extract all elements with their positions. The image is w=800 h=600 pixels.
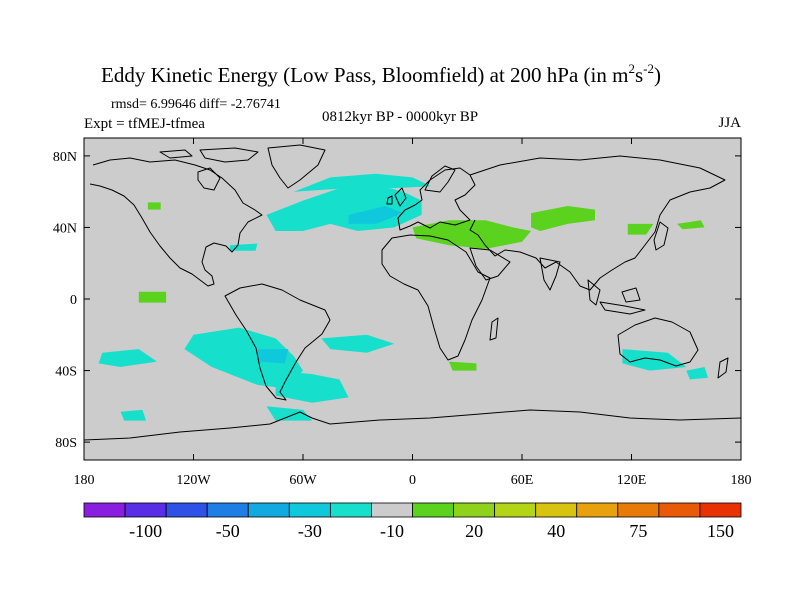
x-tick-label-6: 180 bbox=[731, 473, 752, 488]
coastline-south-america bbox=[224, 283, 331, 401]
season-label: JJA bbox=[718, 115, 741, 131]
colorbar-swatch-12 bbox=[576, 502, 619, 518]
x-tick-label-5: 120E bbox=[617, 473, 647, 488]
anomaly-region-4 bbox=[98, 349, 157, 367]
colorbar-swatch-2 bbox=[165, 502, 208, 518]
coastline-scandinavia bbox=[424, 165, 456, 193]
coastline-africa bbox=[381, 234, 491, 361]
deep-anomaly-region-1 bbox=[348, 206, 404, 224]
colorbar-swatch-7 bbox=[371, 502, 413, 518]
coastline-arabia bbox=[469, 247, 511, 281]
colorbar-swatch-8 bbox=[412, 502, 454, 518]
coastline-greenland bbox=[267, 144, 326, 189]
anomaly-region-8 bbox=[230, 243, 258, 251]
colorbar-label-7: 150 bbox=[707, 521, 734, 541]
coastlines bbox=[84, 144, 741, 441]
x-tick-label-4: 60E bbox=[511, 473, 534, 488]
x-tick-label-3: 0 bbox=[409, 473, 416, 488]
colorbar-label-1: -50 bbox=[216, 521, 240, 541]
deep-anomaly-region-0 bbox=[257, 349, 289, 364]
anomaly-region-17 bbox=[147, 202, 161, 210]
colorbar-swatch-4 bbox=[247, 502, 290, 518]
colorbar-swatch-3 bbox=[206, 502, 249, 518]
chart-title-mid: s bbox=[635, 63, 643, 87]
colorbar-swatch-15 bbox=[699, 502, 742, 518]
colorbar-swatch-10 bbox=[494, 502, 537, 518]
anomaly-region-14 bbox=[677, 220, 705, 230]
anomaly-region-11 bbox=[412, 220, 532, 249]
anomaly-region-3 bbox=[275, 370, 349, 403]
colorbar-swatch-11 bbox=[535, 502, 578, 518]
coastline-india bbox=[539, 257, 561, 291]
coastline-southeast-asia bbox=[587, 279, 646, 315]
anomaly-region-7 bbox=[686, 367, 709, 380]
anomaly-region-2 bbox=[184, 327, 303, 389]
period-label: 0812kyr BP - 0000kyr BP bbox=[322, 109, 478, 125]
x-tick-label-1: 120W bbox=[176, 473, 211, 488]
colorbar-label-3: -10 bbox=[380, 521, 404, 541]
coastline-new-zealand bbox=[717, 357, 729, 379]
anomaly-regions bbox=[98, 173, 709, 421]
anomaly-region-9 bbox=[120, 409, 147, 421]
y-tick-label-1: 40N bbox=[53, 221, 77, 236]
anomaly-region-13 bbox=[627, 223, 654, 235]
colorbar-swatch-0 bbox=[83, 502, 126, 518]
anomaly-region-12 bbox=[531, 206, 595, 231]
anomaly-region-5 bbox=[321, 334, 395, 353]
x-tick-label-2: 60W bbox=[289, 473, 317, 488]
coastline-arctic-islands bbox=[159, 147, 259, 163]
chart-title-main: Eddy Kinetic Energy (Low Pass, Bloomfiel… bbox=[101, 63, 628, 87]
colorbar-swatch-5 bbox=[288, 502, 331, 518]
coastline-madagascar bbox=[489, 317, 499, 341]
colorbar-swatch-13 bbox=[617, 502, 660, 518]
coastline-australia bbox=[617, 317, 699, 367]
coastline-hudson-bay bbox=[197, 167, 221, 191]
anomaly-region-15 bbox=[138, 291, 167, 303]
coastline-japan bbox=[653, 221, 669, 251]
colorbar-label-0: -100 bbox=[129, 521, 162, 541]
y-tick-label-3: 40S bbox=[55, 365, 77, 380]
colorbar-swatch-1 bbox=[124, 502, 167, 518]
stats-label: rmsd= 6.99646 diff= -2.76741 bbox=[111, 97, 281, 112]
chart-title: Eddy Kinetic Energy (Low Pass, Bloomfiel… bbox=[101, 61, 661, 87]
coastline-asia bbox=[469, 155, 726, 291]
anomaly-region-10 bbox=[266, 406, 313, 421]
coastline-british-isles bbox=[386, 187, 407, 207]
anomaly-region-16 bbox=[449, 361, 477, 371]
colorbar-swatch-6 bbox=[329, 502, 372, 518]
coastline-antarctica bbox=[84, 409, 741, 441]
colorbar-label-2: -30 bbox=[298, 521, 322, 541]
colorbar: -100 -50 -30 -10 20 40 75 150 bbox=[83, 502, 742, 541]
chart-title-sup2: -2 bbox=[643, 61, 654, 76]
axis-ticks: 180 120W 60W 0 60E 120E 180 80N 40N 0 40S 80S bbox=[53, 138, 752, 488]
chart-title-close: ) bbox=[654, 63, 661, 87]
plot-background bbox=[84, 138, 741, 460]
colorbar-label-6: 75 bbox=[629, 521, 647, 541]
y-tick-label-0: 80N bbox=[53, 150, 77, 165]
anomaly-region-1 bbox=[293, 173, 431, 192]
chart-title-sup1: 2 bbox=[628, 61, 635, 76]
colorbar-swatch-14 bbox=[658, 502, 701, 518]
x-tick-label-0: 180 bbox=[74, 473, 95, 488]
y-tick-label-2: 0 bbox=[70, 293, 77, 308]
colorbar-label-5: 40 bbox=[547, 521, 565, 541]
y-tick-label-4: 80S bbox=[55, 436, 77, 451]
colorbar-label-4: 20 bbox=[465, 521, 483, 541]
coastline-europe bbox=[397, 167, 476, 231]
anomaly-region-6 bbox=[622, 349, 687, 371]
experiment-label: Expt = tfMEJ-tfmea bbox=[84, 116, 205, 132]
colorbar-swatch-9 bbox=[453, 502, 496, 518]
